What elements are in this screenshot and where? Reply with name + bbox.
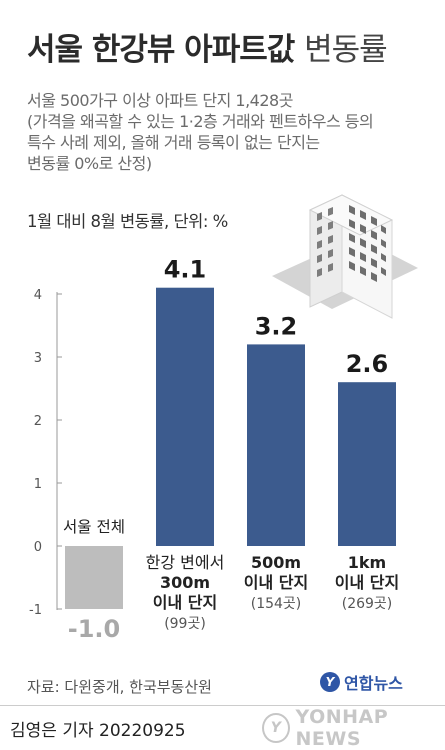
watermark-text: YONHAP NEWS	[295, 706, 389, 750]
y-tick-label: -1	[29, 603, 42, 618]
watermark: Y YONHAP NEWS	[262, 706, 445, 750]
subtitle-line: 서울 500가구 이상 아파트 단지 1,428곳	[27, 91, 293, 110]
category-label: 300m	[160, 573, 210, 592]
y-tick-label: 2	[34, 414, 42, 429]
subtitle-line: 특수 사례 제외, 올해 거래 등록이 없는 단지는	[27, 133, 320, 152]
byline: 김영은 기자 20220925	[10, 721, 186, 741]
logo-text: 연합뉴스	[344, 674, 403, 693]
subtitle-line: (가격을 왜곡할 수 있는 1·2층 거래와 펜트하우스 등의	[27, 112, 374, 131]
category-label: 이내 단지	[244, 573, 308, 592]
category-label: 1km	[348, 553, 386, 572]
title-light: 변동률	[304, 32, 388, 68]
source-note: 자료: 다윈중개, 한국부동산원	[27, 678, 212, 696]
value-label: 2.6	[346, 350, 389, 378]
bar	[338, 382, 396, 546]
category-label: (269곳)	[342, 596, 393, 612]
value-label: 3.2	[255, 312, 298, 340]
yonhap-mark-icon: Y	[320, 672, 340, 692]
category-label: 이내 단지	[335, 573, 399, 592]
bar	[65, 546, 123, 609]
category-label: (154곳)	[251, 596, 302, 612]
y-tick-label: 3	[34, 351, 42, 366]
value-label: 4.1	[164, 256, 207, 284]
category-label: 한강 변에서	[146, 553, 225, 572]
yonhap-logo: Y 연합뉴스	[320, 670, 403, 694]
watermark-logo-icon: Y	[262, 713, 290, 743]
bar	[247, 344, 305, 546]
bar	[156, 287, 214, 546]
unit-label: 1월 대비 8월 변동률, 단위: %	[27, 212, 228, 231]
category-label: (99곳)	[164, 616, 206, 632]
footer-divider	[0, 705, 445, 706]
building-icon	[272, 194, 418, 319]
category-label: 서울 전체	[63, 518, 125, 536]
subtitle: 서울 500가구 이상 아파트 단지 1,428곳 (가격을 왜곡할 수 있는 …	[27, 90, 427, 174]
page-title: 서울 한강뷰 아파트값 변동률	[27, 24, 388, 69]
y-tick-label: 0	[34, 540, 42, 555]
category-label: 이내 단지	[153, 593, 217, 612]
value-label: -1.0	[68, 615, 120, 643]
y-tick-label: 1	[34, 477, 42, 492]
category-label: 500m	[251, 553, 301, 572]
subtitle-line: 변동률 0%로 산정)	[27, 154, 152, 173]
y-tick-label: 4	[34, 288, 42, 303]
title-bold: 서울 한강뷰 아파트값	[27, 32, 295, 68]
